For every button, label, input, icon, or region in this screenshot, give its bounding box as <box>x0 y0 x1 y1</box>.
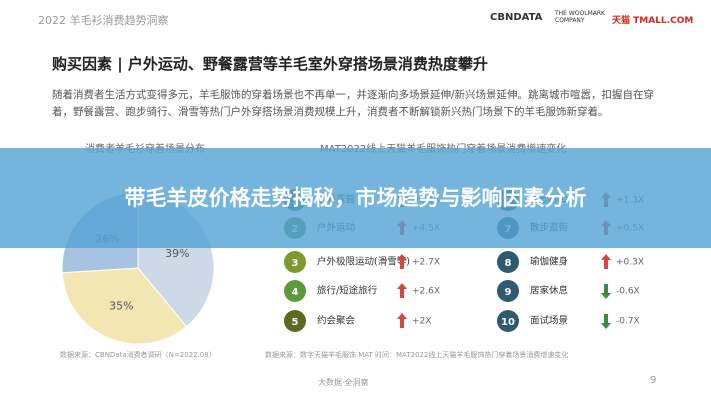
scene-label: 约会聚会 <box>317 315 356 327</box>
rank-badge <box>497 310 519 332</box>
rank-badge <box>497 251 519 273</box>
rank-number: 10 <box>501 317 515 328</box>
trend-arrow <box>601 284 611 299</box>
growth-value: +2X <box>412 317 431 327</box>
scene-label: 面试场景 <box>530 315 568 327</box>
growth-value: +2.7X <box>412 258 440 268</box>
pie-slice <box>61 267 188 345</box>
rank-badge <box>284 310 306 332</box>
trend-arrow <box>397 254 407 269</box>
slice-label: 39% <box>165 247 189 260</box>
growth-value: +2.6X <box>412 287 440 297</box>
rank-number: 5 <box>292 317 299 328</box>
logo: 天猫 TMALL.COM <box>612 16 694 26</box>
rank-number: 8 <box>505 258 512 269</box>
source-note: 数据来源：CBNData消费者调研（N=2022.08） <box>60 351 216 359</box>
source-note: 数据来源：数字天猫羊毛服饰 MAT 时间：MAT2022线上天猫羊毛服饰热门穿着… <box>265 351 569 359</box>
trend-arrow <box>397 283 407 298</box>
banner-text: 带毛羊皮价格走势揭秘，市场趋势与影响因素分析 <box>124 186 587 210</box>
banner: 带毛羊皮价格走势揭秘，市场趋势与影响因素分析 <box>0 148 711 248</box>
trend-arrow <box>601 314 611 329</box>
scene-label: 旅行/短途旅行 <box>317 285 378 297</box>
scene-label: 居家休息 <box>530 285 568 297</box>
rank-badge <box>284 251 306 273</box>
page-title: 购买因素 | 户外运动、野餐露营等羊毛室外穿搭场景消费热度攀升 <box>52 55 488 73</box>
scene-label: 瑜伽健身 <box>530 256 568 268</box>
rank-number: 9 <box>505 287 512 298</box>
rank-number: 4 <box>292 287 299 298</box>
rank-badge <box>284 280 306 302</box>
logo: CBNDATA <box>490 12 543 23</box>
page-number: 9 <box>650 375 657 386</box>
intro-text: 随着消费者生活方式变得多元，羊毛服饰的穿着场景也不再单一，并逐渐向多场景延伸/新… <box>52 89 655 118</box>
logo: THE WOOLMARK COMPANY <box>555 10 605 24</box>
trend-arrow <box>397 313 407 328</box>
rank-badge <box>497 280 519 302</box>
footer-brand: 大数据·全洞察 <box>318 378 369 387</box>
report-title: 2022 羊毛衫消费趋势洞察 <box>38 14 169 27</box>
slice-label: 35% <box>109 299 133 312</box>
trend-arrow <box>601 254 611 269</box>
growth-value: -0.7X <box>616 317 640 327</box>
growth-value: -0.6X <box>616 287 640 297</box>
growth-value: +0.3X <box>616 258 644 268</box>
rank-number: 3 <box>292 258 299 269</box>
scene-label: 户外极限运动(滑雪等) <box>317 256 410 268</box>
